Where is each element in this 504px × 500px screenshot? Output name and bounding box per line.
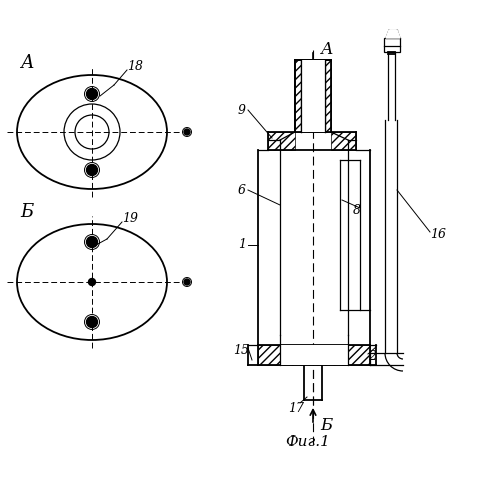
Text: 6: 6 xyxy=(238,184,246,196)
Bar xyxy=(301,60,325,132)
Text: 2: 2 xyxy=(368,350,376,364)
Bar xyxy=(331,132,356,150)
Text: 9: 9 xyxy=(238,104,246,117)
Bar xyxy=(258,345,370,365)
Text: 1: 1 xyxy=(238,238,246,252)
Text: 8: 8 xyxy=(353,204,361,216)
Circle shape xyxy=(87,88,97,100)
Circle shape xyxy=(87,316,97,328)
Text: 18: 18 xyxy=(127,60,143,74)
Bar xyxy=(268,132,295,150)
Text: 17: 17 xyxy=(288,402,304,414)
Text: А: А xyxy=(20,54,34,72)
Polygon shape xyxy=(386,30,400,38)
Text: Фиг.1: Фиг.1 xyxy=(286,435,331,449)
Text: 19: 19 xyxy=(122,212,138,226)
Circle shape xyxy=(87,236,97,248)
Circle shape xyxy=(184,279,190,285)
Bar xyxy=(384,38,400,52)
Text: А: А xyxy=(321,42,334,58)
Bar xyxy=(295,60,331,132)
Circle shape xyxy=(89,278,95,285)
Text: 15: 15 xyxy=(233,344,249,356)
Text: Б: Б xyxy=(20,203,33,221)
Text: Б: Б xyxy=(320,416,332,434)
Circle shape xyxy=(87,164,97,175)
Bar xyxy=(280,345,348,365)
Text: 16: 16 xyxy=(430,228,446,241)
Circle shape xyxy=(184,129,190,135)
